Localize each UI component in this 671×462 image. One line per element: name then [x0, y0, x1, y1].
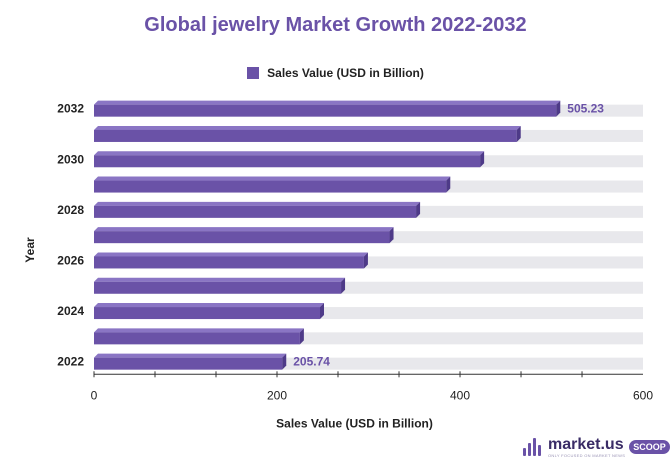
- x-axis-title: Sales Value (USD in Billion): [276, 416, 433, 430]
- bar-2022[interactable]: [94, 353, 643, 370]
- x-tick-label: 600: [633, 388, 653, 402]
- legend-label: Sales Value (USD in Billion): [267, 66, 424, 80]
- bar-2025[interactable]: [94, 277, 643, 294]
- bar-2024[interactable]: [94, 303, 643, 320]
- bar-2032[interactable]: [94, 100, 643, 117]
- brand-name: market.us: [548, 435, 624, 453]
- bar-2027[interactable]: [94, 227, 643, 244]
- brand-logo: market.us ONLY FOCUSED ON MARKET NEWS SC…: [523, 436, 670, 458]
- bar-2028[interactable]: [94, 201, 643, 218]
- data-label: 205.74: [293, 355, 330, 369]
- brand-badge: SCOOP: [629, 440, 670, 454]
- legend[interactable]: Sales Value (USD in Billion): [0, 66, 671, 80]
- chart-title: Global jewelry Market Growth 2022-2032: [144, 14, 527, 36]
- bar-2030[interactable]: [94, 151, 643, 168]
- x-tick-label: 200: [267, 388, 287, 402]
- y-tick-label: 2032: [57, 102, 84, 116]
- y-tick-label: 2026: [57, 253, 84, 267]
- data-label: 505.23: [567, 102, 604, 116]
- brand-tagline: ONLY FOCUSED ON MARKET NEWS: [548, 452, 626, 458]
- x-tick-label: 400: [450, 388, 470, 402]
- y-tick-label: 2024: [57, 304, 84, 318]
- y-tick-label: 2022: [57, 355, 84, 369]
- logo-bars-icon: [523, 438, 543, 456]
- y-tick-label: 2030: [57, 152, 84, 166]
- x-tick-label: 0: [91, 388, 98, 402]
- y-tick-label: 2028: [57, 203, 84, 217]
- bar-2026[interactable]: [94, 252, 643, 269]
- legend-swatch: [247, 67, 260, 79]
- bar-2029[interactable]: [94, 176, 643, 193]
- bar-2031[interactable]: [94, 125, 643, 142]
- bar-2023[interactable]: [94, 328, 643, 345]
- y-axis-title: Year: [23, 237, 37, 263]
